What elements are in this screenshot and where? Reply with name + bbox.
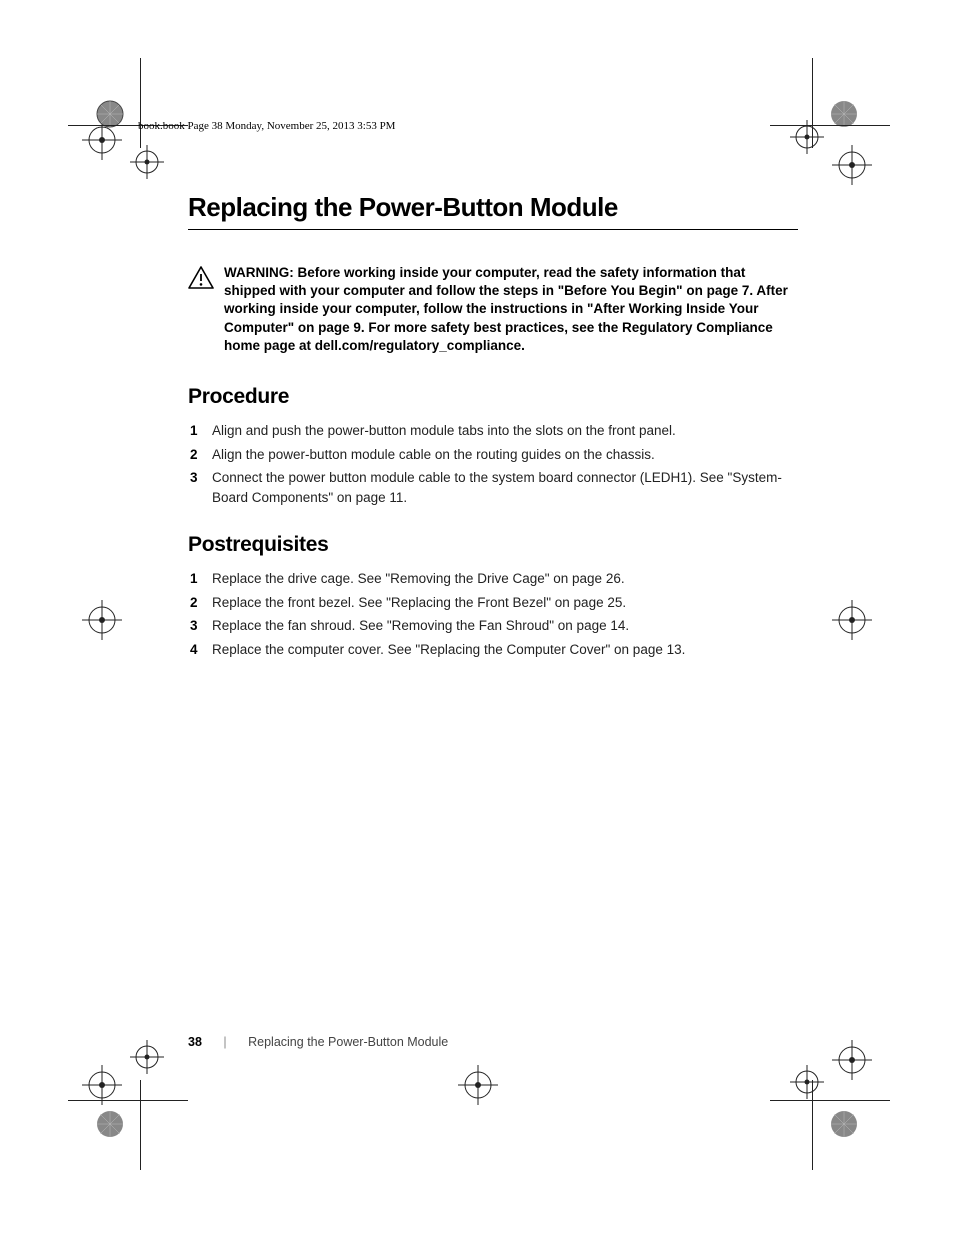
crop-line-br-h [770,1100,890,1101]
crop-mark-br2 [790,1065,824,1099]
crop-mark-mr [832,600,872,640]
list-item: Replace the front bezel. See "Replacing … [212,593,788,613]
procedure-list: Align and push the power-button module t… [188,421,788,507]
crop-line-tr-v [812,58,813,148]
crop-mark-tl2 [130,145,164,179]
crop-line-bl-h [68,1100,188,1101]
list-item: Replace the computer cover. See "Replaci… [212,640,788,660]
crop-disc-tr [828,98,860,130]
page-footer: 38 | Replacing the Power-Button Module [188,1035,448,1049]
crop-mark-mc [458,1065,498,1105]
crop-mark-bl [82,1065,122,1105]
list-item: Replace the drive cage. See "Removing th… [212,569,788,589]
list-item: Replace the fan shroud. See "Removing th… [212,616,788,636]
crop-line-tl-v [140,58,141,148]
book-runner: book.book Page 38 Monday, November 25, 2… [138,120,788,132]
warning-body: Before working inside your computer, rea… [224,265,788,353]
crop-mark-br [832,1040,872,1080]
warning-icon [188,266,214,295]
warning-label: WARNING: [224,265,298,280]
warning-block: WARNING: Before working inside your comp… [188,264,788,355]
list-item: Connect the power button module cable to… [212,468,788,507]
crop-mark-ml [82,600,122,640]
crop-line-tr-h [770,125,890,126]
crop-disc-bl [94,1108,126,1140]
crop-mark-tl [82,120,122,160]
footer-divider: | [223,1035,226,1049]
crop-line-br-v [812,1080,813,1170]
crop-disc-br [828,1108,860,1140]
footer-title: Replacing the Power-Button Module [248,1035,448,1049]
crop-mark-tr2 [790,120,824,154]
procedure-heading: Procedure [188,385,788,409]
list-item: Align and push the power-button module t… [212,421,788,441]
crop-mark-bl2 [130,1040,164,1074]
page-content: book.book Page 38 Monday, November 25, 2… [188,120,788,686]
title-rule [188,229,798,230]
crop-disc-tl [94,98,126,130]
list-item: Align the power-button module cable on t… [212,445,788,465]
page-title: Replacing the Power-Button Module [188,192,788,223]
postrequisites-list: Replace the drive cage. See "Removing th… [188,569,788,659]
page-number: 38 [188,1035,202,1049]
crop-line-bl-v [140,1080,141,1170]
crop-mark-tr [832,145,872,185]
postrequisites-heading: Postrequisites [188,533,788,557]
warning-text: WARNING: Before working inside your comp… [224,264,788,355]
